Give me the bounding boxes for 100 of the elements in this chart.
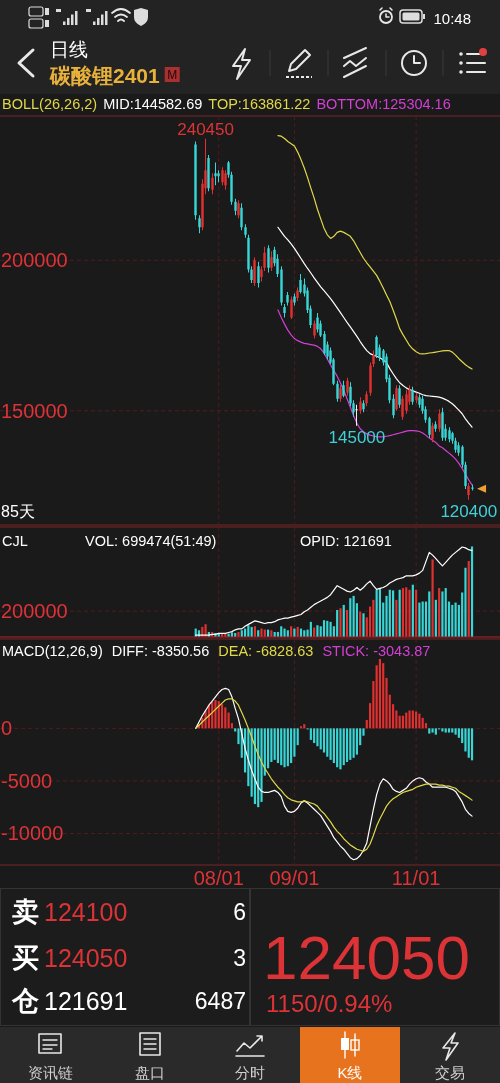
text: 1150/0.94% (266, 989, 393, 1017)
annotation: 145000 (328, 428, 386, 448)
y-tick-label: 0 (1, 717, 13, 740)
line-series (277, 134, 473, 370)
candlestick (198, 215, 201, 234)
text: 124100 (44, 898, 128, 926)
text: 124050 (44, 944, 128, 972)
text: 124050 (263, 922, 470, 992)
text: 资讯链 (27, 1063, 73, 1081)
candlestick (471, 484, 474, 491)
y-tick-label: -10000 (1, 822, 64, 845)
bar (352, 595, 355, 637)
bar (434, 728, 437, 735)
y-tick-label: 200000 (1, 249, 68, 272)
bar (220, 704, 224, 729)
line-series (277, 226, 473, 428)
text: 121691 (44, 987, 128, 1015)
bar (451, 728, 454, 733)
bar (431, 559, 434, 637)
text: BOTTOM:125304.16 (316, 96, 451, 112)
bar (352, 728, 355, 758)
text: DEA: -6828.63 (218, 643, 314, 659)
bar (342, 728, 345, 766)
bar (345, 728, 349, 762)
bar (467, 561, 470, 637)
candlestick (398, 385, 401, 408)
bar (401, 588, 405, 637)
bar (392, 590, 395, 637)
text: 10:48 (433, 9, 471, 27)
bar (290, 728, 293, 764)
text: DIFF: -8350.56 (111, 643, 210, 659)
bar (319, 728, 322, 750)
x-tick-label: 11/01 (391, 867, 441, 889)
chart-subtitle: 日线 (50, 39, 88, 60)
bar (428, 728, 431, 734)
line-series (277, 309, 473, 486)
annotation: 240450 (177, 120, 234, 140)
candlestick (467, 482, 470, 500)
annotation: 120400 (440, 502, 498, 522)
candlestick (211, 173, 214, 195)
bar (280, 728, 283, 766)
bar (322, 728, 326, 753)
bar (336, 728, 339, 768)
text: OPID: 121691 (300, 533, 392, 549)
candlestick (296, 287, 299, 301)
bar (276, 728, 280, 764)
bar (329, 728, 332, 760)
bar (444, 728, 447, 733)
candlestick (244, 224, 247, 238)
text: TOP:163861.22 (208, 96, 311, 112)
bar (309, 728, 312, 740)
bar (470, 728, 474, 761)
bar (332, 728, 335, 764)
text: 交易 (435, 1063, 465, 1081)
bar (326, 728, 329, 757)
text: M (167, 68, 178, 82)
bar (447, 728, 451, 733)
bar (355, 728, 358, 755)
bar (431, 728, 434, 733)
candlestick (359, 397, 362, 414)
bar (273, 728, 276, 760)
chart-title: CJL (2, 533, 28, 549)
series-label: STICK: -3043.87 (322, 643, 431, 659)
x-tick-label: 08/01 (193, 867, 244, 889)
bar (428, 591, 431, 637)
candlestick (253, 257, 256, 286)
annotation: VOL: 699474(51:49) (85, 533, 217, 549)
bar (467, 728, 470, 758)
y-tick-label: 200000 (1, 600, 68, 623)
bar (349, 728, 352, 760)
bar (454, 728, 457, 735)
annotation: 85天 (1, 502, 35, 520)
bar (411, 710, 414, 729)
bar (408, 589, 411, 637)
text: 仓 (11, 986, 39, 1016)
candlestick (214, 162, 217, 186)
text: 卖 (12, 897, 39, 927)
bar (339, 728, 342, 770)
text: 3 (233, 945, 246, 971)
bar (313, 728, 316, 744)
candlestick (270, 251, 273, 271)
bar (444, 588, 447, 637)
bar (470, 546, 474, 637)
bar (224, 707, 227, 729)
text: 买 (12, 943, 39, 973)
candlestick (316, 312, 319, 333)
bar (349, 598, 352, 637)
bar (283, 728, 286, 768)
bar (405, 587, 408, 637)
candlestick (438, 409, 441, 432)
bar (316, 728, 319, 747)
bar (296, 728, 299, 746)
y-tick-label: 150000 (1, 399, 68, 422)
chart-title: 碳酸锂2401 (49, 64, 161, 87)
text: 盘口 (135, 1063, 165, 1081)
legend-title: BOLL(26,26,2) (2, 96, 98, 112)
text: K线 (337, 1063, 363, 1081)
text: 6 (233, 899, 246, 925)
bar (378, 658, 382, 729)
candlestick (224, 170, 227, 190)
